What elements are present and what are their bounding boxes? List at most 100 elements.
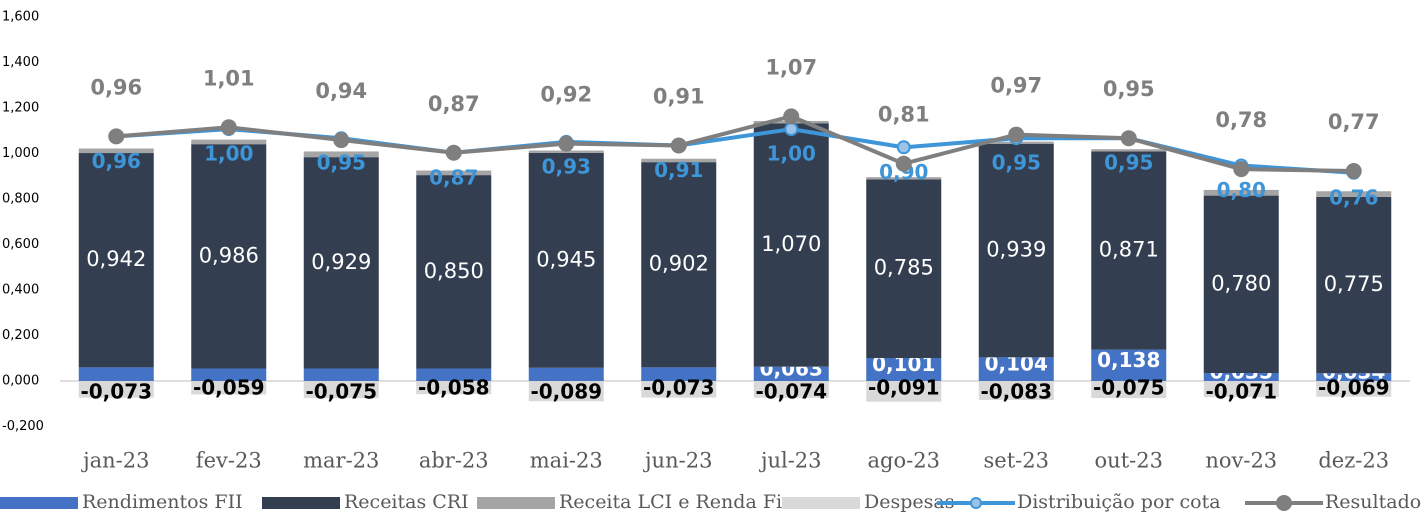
line xyxy=(116,114,1354,173)
bar-segment xyxy=(78,381,154,398)
data-label: -0,083 xyxy=(980,380,1052,404)
marker xyxy=(108,128,125,145)
data-label: 0,77 xyxy=(1328,110,1380,134)
x-tick-label: fev-23 xyxy=(196,449,262,473)
bar-segment xyxy=(416,170,492,176)
data-label: 0,96 xyxy=(90,75,142,99)
bar-segment xyxy=(753,366,829,381)
data-label: 1,00 xyxy=(767,142,816,166)
data-label: 0,92 xyxy=(540,83,592,107)
bar-segment xyxy=(303,381,379,399)
bar-segment xyxy=(78,148,154,154)
bar-segment xyxy=(866,358,942,381)
marker xyxy=(783,108,800,125)
y-tick-label: 1,400 xyxy=(2,55,39,70)
data-label: 0,91 xyxy=(653,84,705,108)
x-tick-label: set-23 xyxy=(984,449,1049,473)
legend-swatch xyxy=(1276,495,1292,511)
y-tick-label: 0,000 xyxy=(2,374,39,389)
data-label: 0,87 xyxy=(429,165,478,189)
y-tick-label: 0,400 xyxy=(2,283,39,298)
bar-segment xyxy=(978,381,1054,400)
x-tick-label: jan-23 xyxy=(80,449,149,473)
y-tick-label: 1,600 xyxy=(2,10,39,25)
y-tick-label: 1,200 xyxy=(2,101,39,116)
bar-segment xyxy=(191,139,267,145)
bar-segment xyxy=(641,367,717,381)
x-tick-label: out-23 xyxy=(1095,449,1163,473)
data-label: 0,780 xyxy=(1211,271,1271,295)
x-tick-label: dez-23 xyxy=(1318,449,1389,473)
data-label: 0,850 xyxy=(424,259,484,283)
bar-segment xyxy=(1316,373,1392,381)
data-label: 0,95 xyxy=(1104,151,1153,175)
bar-segment xyxy=(78,367,154,381)
y-tick-label: 0,800 xyxy=(2,192,39,207)
bar-segment xyxy=(641,158,717,163)
data-label: 1,01 xyxy=(203,66,255,90)
data-label: 0,87 xyxy=(428,92,480,116)
bar-segment xyxy=(528,152,604,368)
legend-label: Receita LCI e Renda Fixa xyxy=(559,491,804,513)
data-label: -0,074 xyxy=(755,380,827,404)
legend-label: Receitas CRI xyxy=(344,491,469,513)
bar-segment xyxy=(1316,381,1392,397)
bar-segment xyxy=(1203,381,1279,398)
bar-segment xyxy=(1091,149,1167,152)
y-tick-label: -0,200 xyxy=(2,419,44,434)
bar-segment xyxy=(528,367,604,381)
data-label: 1,07 xyxy=(765,55,817,79)
bar-segment xyxy=(1091,381,1167,399)
marker xyxy=(333,132,350,149)
data-label: 0,78 xyxy=(1215,108,1267,132)
data-label: 0,95 xyxy=(317,151,366,175)
x-tick-label: jul-23 xyxy=(758,449,822,473)
bar-segment xyxy=(191,368,267,381)
legend-swatch xyxy=(477,497,555,509)
data-label: 0,775 xyxy=(1324,272,1384,296)
y-tick-label: 1,000 xyxy=(2,146,39,161)
y-tick-label: 0,600 xyxy=(2,237,39,252)
data-label: -0,073 xyxy=(80,380,152,404)
marker xyxy=(445,144,462,161)
marker xyxy=(1345,162,1362,179)
bar-segment xyxy=(1316,196,1392,374)
data-label: 0,945 xyxy=(536,247,596,271)
bar-segment xyxy=(416,368,492,381)
data-label: 0,871 xyxy=(1099,238,1159,262)
data-label: 0,80 xyxy=(1217,178,1266,202)
legend-swatch xyxy=(0,497,78,509)
bar-segment xyxy=(978,143,1054,358)
legend-swatch xyxy=(970,497,982,509)
bar-segment xyxy=(978,357,1054,381)
data-label: 0,902 xyxy=(649,252,709,276)
data-label: 0,785 xyxy=(874,256,934,280)
bar-segment xyxy=(1316,191,1392,197)
marker xyxy=(670,137,687,154)
bar-segment xyxy=(1091,349,1167,381)
bar-segment xyxy=(641,162,717,368)
marker xyxy=(220,119,237,136)
data-label: 0,939 xyxy=(986,238,1046,262)
legend-swatch xyxy=(782,497,860,509)
data-label: 0,942 xyxy=(86,247,146,271)
bar-segment xyxy=(641,381,717,398)
marker xyxy=(558,135,575,152)
data-label: 0,94 xyxy=(315,79,367,103)
bar-segment xyxy=(78,153,154,368)
x-tick-label: nov-23 xyxy=(1205,449,1277,473)
bar-segment xyxy=(303,368,379,381)
data-label: 1,070 xyxy=(761,232,821,256)
bar-segment xyxy=(528,150,604,153)
marker xyxy=(1120,130,1137,147)
data-label: -0,089 xyxy=(530,380,602,404)
data-label: -0,091 xyxy=(868,376,940,400)
data-label: -0,071 xyxy=(1205,380,1277,404)
bar-segment xyxy=(303,151,379,158)
legend-label: Distribuição por cota xyxy=(1017,491,1221,513)
data-label: 0,95 xyxy=(992,151,1041,175)
marker xyxy=(1233,161,1250,178)
bar-segment xyxy=(416,175,492,369)
data-label: 0,95 xyxy=(1103,77,1155,101)
